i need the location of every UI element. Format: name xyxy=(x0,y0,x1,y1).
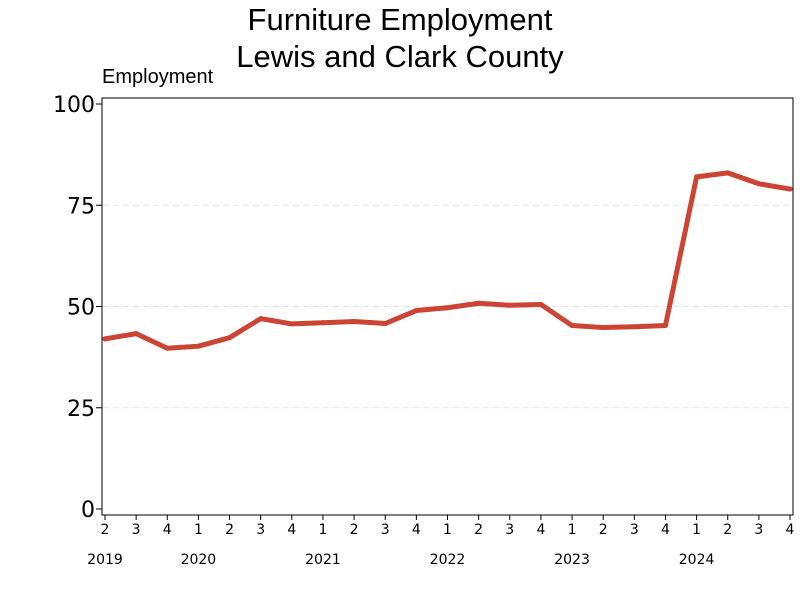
data-point xyxy=(787,186,793,192)
x-tick-label: 3 xyxy=(754,522,763,538)
x-tick-label: 4 xyxy=(287,522,296,538)
x-tick-label: 2 xyxy=(225,522,234,538)
data-point xyxy=(351,318,357,324)
x-axis: 2 3 4 1 2 3 4 1 2 3 4 1 2 3 4 1 2 3 4 1 2 3 4 2019 2020 2021 2022 2… xyxy=(87,515,795,568)
x-tick-label: 2 xyxy=(599,522,608,538)
data-point xyxy=(320,320,326,326)
data-point xyxy=(600,325,606,331)
x-tick-label: 1 xyxy=(692,522,701,538)
data-point xyxy=(164,345,170,351)
x-year-label: 2021 xyxy=(305,552,341,568)
chart-title-line-1: Furniture Employment xyxy=(247,2,553,37)
data-point xyxy=(195,343,201,349)
x-tick-label: 3 xyxy=(256,522,265,538)
y-tick-label: 50 xyxy=(67,296,95,321)
data-point xyxy=(507,302,513,308)
data-point xyxy=(476,300,482,306)
x-tick-label: 2 xyxy=(350,522,359,538)
x-year-label: 2023 xyxy=(554,552,590,568)
series-group xyxy=(102,170,793,351)
x-tick-label: 2 xyxy=(101,522,110,538)
x-tick-label: 4 xyxy=(786,522,795,538)
data-point xyxy=(382,321,388,327)
x-year-label: 2020 xyxy=(181,552,217,568)
x-year-label: 2024 xyxy=(679,552,715,568)
data-point xyxy=(258,316,264,322)
y-tick-label: 75 xyxy=(67,194,95,219)
data-point xyxy=(756,181,762,187)
data-point xyxy=(445,305,450,311)
chart-title-line-2: Lewis and Clark County xyxy=(236,39,564,74)
data-point xyxy=(538,301,544,307)
x-tick-label: 1 xyxy=(568,522,577,538)
x-year-label: 2022 xyxy=(430,552,466,568)
x-tick-label: 4 xyxy=(412,522,421,538)
data-point xyxy=(725,170,731,176)
x-tick-label: 1 xyxy=(194,522,203,538)
data-point xyxy=(133,331,139,337)
x-tick-label: 4 xyxy=(661,522,670,538)
x-year-label: 2019 xyxy=(87,552,123,568)
data-point xyxy=(102,336,108,342)
y-tick-label: 25 xyxy=(67,397,95,422)
x-tick-label: 3 xyxy=(630,522,639,538)
data-point xyxy=(569,323,575,329)
y-axis-label: Employment xyxy=(102,66,214,88)
series-line xyxy=(102,170,793,351)
x-tick-label: 3 xyxy=(381,522,390,538)
x-tick-label: 1 xyxy=(443,522,452,538)
x-tick-label: 3 xyxy=(132,522,141,538)
y-axis: 0 25 50 75 100 xyxy=(53,93,102,523)
data-point xyxy=(631,324,637,330)
data-point xyxy=(413,308,419,314)
x-tick-label: 3 xyxy=(505,522,514,538)
x-tick-label: 1 xyxy=(318,522,327,538)
y-tick-label: 0 xyxy=(81,498,95,523)
data-point xyxy=(662,323,668,329)
x-tick-label: 2 xyxy=(474,522,483,538)
data-point xyxy=(694,174,700,180)
x-tick-label: 4 xyxy=(163,522,172,538)
data-point xyxy=(289,321,295,327)
y-tick-label: 100 xyxy=(53,93,95,118)
x-tick-label: 2 xyxy=(723,522,732,538)
data-point xyxy=(227,335,233,341)
x-tick-label: 4 xyxy=(536,522,545,538)
